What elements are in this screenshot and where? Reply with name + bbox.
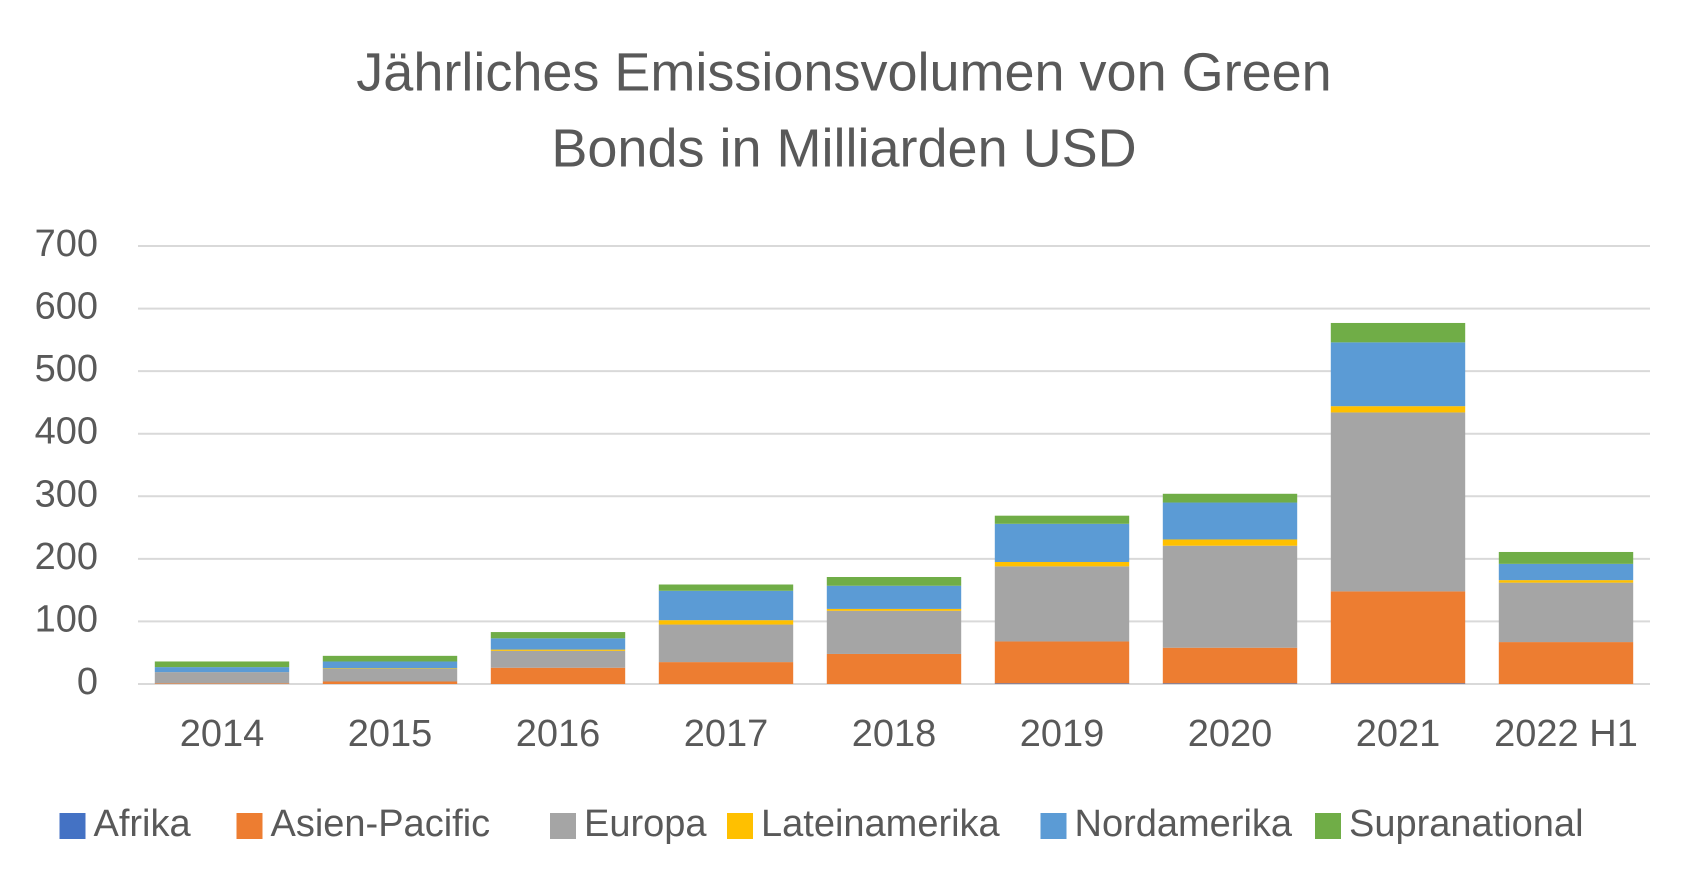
bar-segment	[322, 681, 458, 684]
bar-segment	[994, 683, 1130, 684]
y-tick-label: 200	[35, 536, 98, 578]
x-tick-label: 2020	[1188, 713, 1273, 755]
bar-segment	[1162, 545, 1298, 648]
x-tick-label: 2017	[684, 713, 769, 755]
y-tick-label: 700	[35, 223, 98, 265]
bar-segment	[322, 661, 458, 669]
x-tick-label: 2022 H1	[1494, 713, 1638, 755]
bar-segment	[826, 610, 962, 654]
bar-segment	[826, 577, 962, 586]
bar-segment	[826, 585, 962, 609]
chart-title: Bonds in Milliarden USD	[551, 118, 1136, 178]
bar-segment	[154, 672, 290, 684]
legend-swatch	[1040, 813, 1067, 839]
bar-segment	[1330, 412, 1466, 592]
legend-label: Lateinamerika	[761, 803, 1001, 845]
legend-label: Nordamerika	[1075, 803, 1293, 845]
chart-title: Jährliches Emissionsvolumen von Green	[356, 42, 1331, 102]
bar-segment	[994, 561, 1130, 567]
bar-segment	[658, 590, 794, 621]
bar-segment	[658, 620, 794, 625]
bar-segment	[994, 641, 1130, 684]
bar-segment	[1498, 582, 1634, 643]
bar-segment	[826, 608, 962, 611]
bar-segment	[1498, 642, 1634, 684]
bar-segment	[826, 653, 962, 684]
legend-swatch	[1315, 813, 1341, 839]
bar-segment	[1330, 591, 1466, 684]
bar-segment	[1498, 563, 1634, 581]
bar-segment	[994, 515, 1130, 524]
bar-segment	[994, 566, 1130, 642]
y-tick-label: 500	[35, 348, 98, 390]
legend-swatch	[727, 813, 753, 839]
bar-segment	[658, 662, 794, 684]
bar-segment	[1330, 683, 1466, 684]
bar-segment	[154, 661, 290, 668]
x-tick-label: 2018	[852, 713, 937, 755]
bar-segment	[490, 650, 626, 668]
x-tick-label: 2014	[180, 713, 265, 755]
bar-segment	[1162, 502, 1298, 540]
bar-segment	[1162, 493, 1298, 503]
bar-segment	[1330, 322, 1466, 343]
x-tick-label: 2021	[1356, 713, 1441, 755]
bar-segment	[1162, 539, 1298, 546]
legend-swatch	[236, 813, 263, 839]
bar-segment	[994, 523, 1130, 562]
bar-segment	[490, 649, 626, 651]
bar-segment	[658, 624, 794, 663]
bar-segment	[154, 667, 290, 673]
bar-segment	[490, 638, 626, 650]
legend-swatch	[550, 813, 576, 839]
y-tick-label: 0	[77, 661, 98, 703]
legend-label: Asien-Pacific	[271, 803, 491, 845]
bar-segment	[490, 667, 626, 684]
legend-label: Afrika	[94, 803, 192, 845]
y-tick-label: 300	[35, 473, 98, 515]
bar-segment	[1498, 580, 1634, 583]
bar-segment	[1498, 551, 1634, 564]
bar-segment	[1330, 406, 1466, 413]
bar-segment	[322, 655, 458, 662]
x-tick-label: 2016	[516, 713, 601, 755]
bar-segment	[322, 668, 458, 682]
bar-segment	[154, 683, 290, 684]
y-tick-label: 400	[35, 411, 98, 453]
bar-segment	[490, 632, 626, 639]
legend-swatch	[59, 813, 86, 839]
bar-segment	[658, 584, 794, 591]
bar-segment	[1162, 647, 1298, 684]
y-tick-label: 100	[35, 598, 98, 640]
bar-segment	[1330, 342, 1466, 407]
legend-label: Supranational	[1349, 803, 1584, 845]
y-tick-label: 600	[35, 286, 98, 328]
x-tick-label: 2015	[348, 713, 433, 755]
x-tick-label: 2019	[1020, 713, 1105, 755]
bar-segment	[1162, 683, 1298, 684]
bar-segment	[322, 668, 458, 669]
legend-label: Europa	[584, 803, 707, 845]
